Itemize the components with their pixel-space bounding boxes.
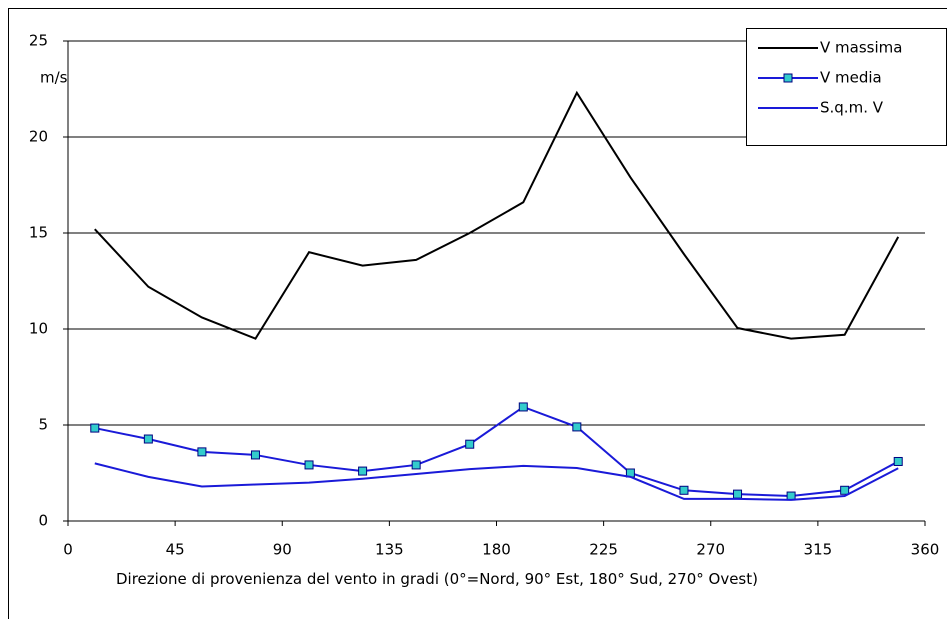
legend-label: V massima	[820, 39, 902, 57]
marker	[90, 423, 100, 433]
marker	[250, 450, 260, 460]
y-tick-label: 15	[29, 224, 48, 242]
series-line	[94, 462, 899, 501]
marker	[840, 485, 850, 495]
x-tick-label: 225	[589, 541, 618, 559]
marker	[572, 422, 582, 432]
series-line	[94, 90, 900, 340]
y-axis-label: m/s	[40, 69, 68, 87]
x-tick-label: 0	[63, 541, 73, 559]
marker	[893, 456, 903, 466]
legend-label: V media	[820, 69, 882, 87]
x-tick-label: 315	[804, 541, 833, 559]
y-tick-label: 20	[29, 128, 48, 146]
marker	[197, 447, 207, 457]
marker	[733, 489, 743, 499]
x-tick-label: 180	[482, 541, 511, 559]
marker	[518, 402, 528, 412]
marker	[358, 466, 368, 476]
x-tick-label: 360	[911, 541, 940, 559]
marker	[465, 439, 475, 449]
x-tick-label: 90	[273, 541, 292, 559]
x-tick-label: 135	[375, 541, 404, 559]
y-tick-label: 10	[29, 320, 48, 338]
marker	[143, 434, 153, 444]
marker	[304, 460, 314, 470]
y-tick-label: 5	[38, 416, 48, 434]
legend-marker	[783, 73, 793, 83]
y-tick-label: 25	[29, 32, 48, 50]
x-tick-label: 270	[696, 541, 725, 559]
marker	[679, 485, 689, 495]
legend-label: S.q.m. V	[820, 99, 884, 117]
x-tick-label: 45	[166, 541, 185, 559]
series-line	[94, 405, 899, 498]
marker	[411, 460, 421, 470]
chart-frame	[8, 8, 947, 619]
x-axis-label: Direzione di provenienza del vento in gr…	[116, 570, 758, 588]
y-tick-label: 0	[38, 512, 48, 530]
